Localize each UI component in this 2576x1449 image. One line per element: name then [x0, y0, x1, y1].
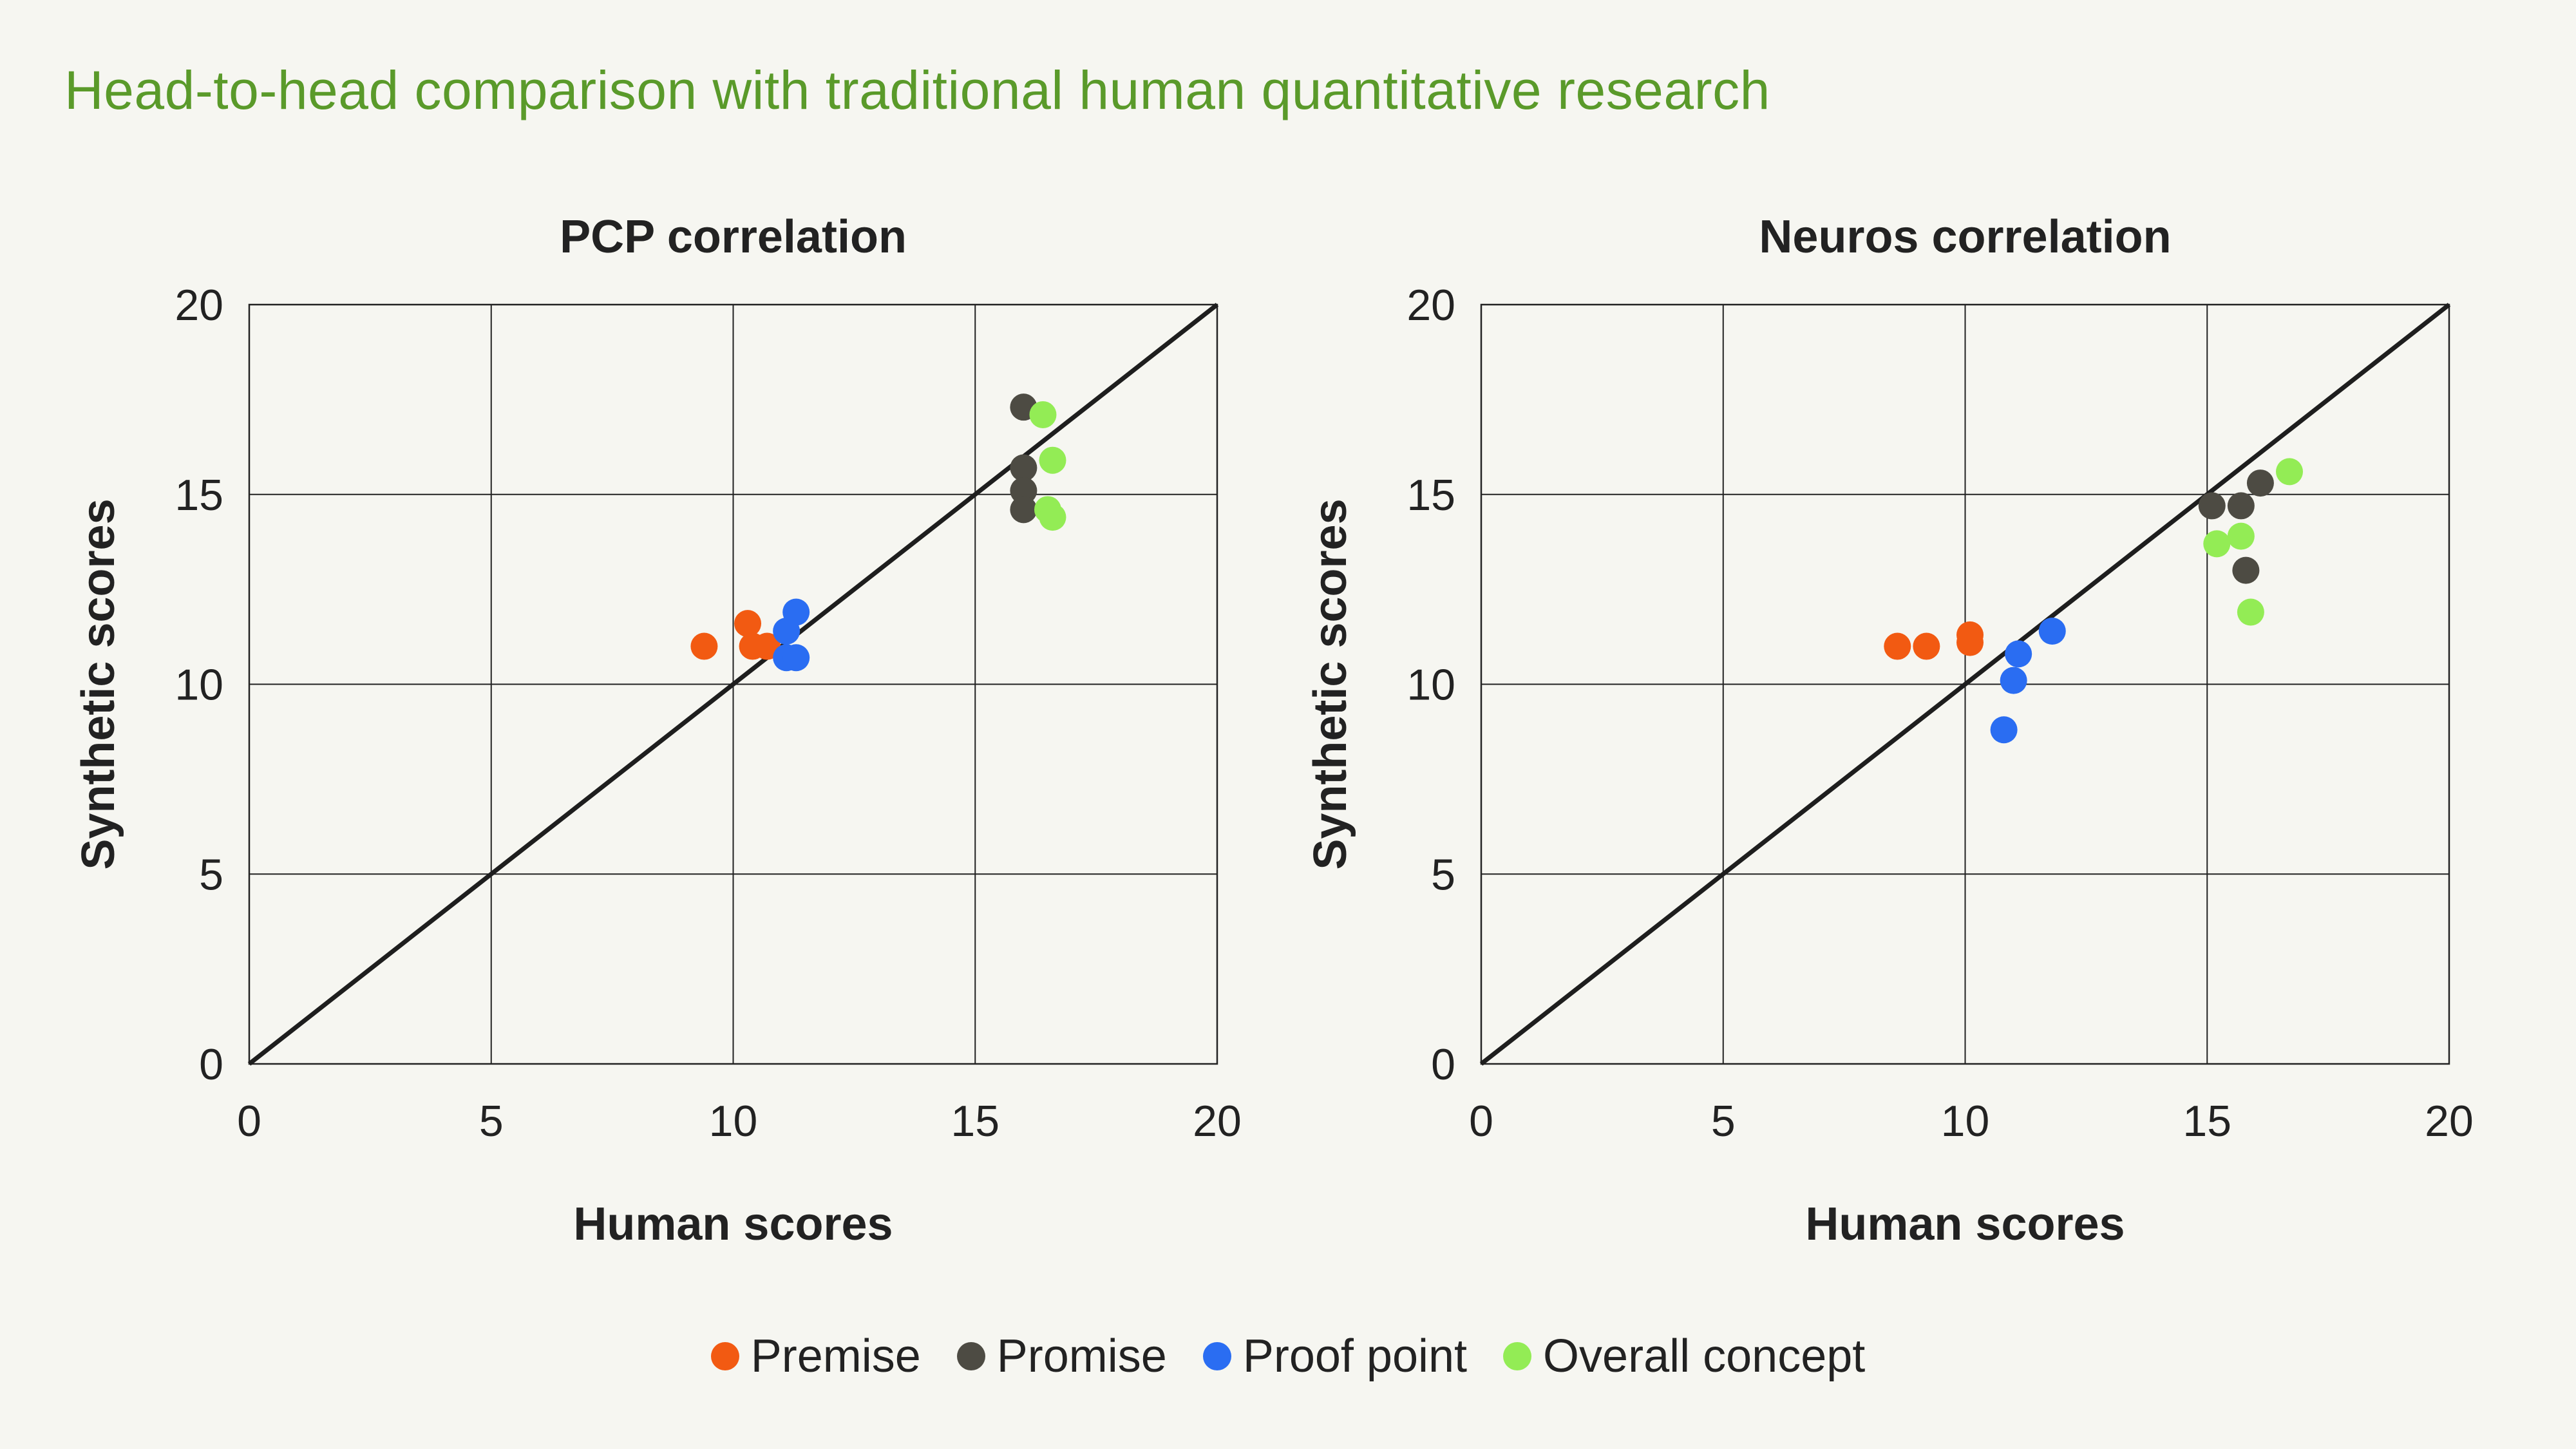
- chart-1-y-tick-label: 0: [199, 1040, 223, 1089]
- chart-1-plot-frame: [248, 303, 1218, 1065]
- chart-2-title: Neuros correlation: [1759, 211, 2171, 263]
- chart-2-point-promise: [2232, 556, 2260, 584]
- legend-item-premise: Premise: [710, 1330, 921, 1383]
- chart-1-point-proof-point: [773, 617, 800, 645]
- chart-1-reference-line: [247, 303, 1219, 1066]
- legend-item-promise: Promise: [956, 1330, 1167, 1383]
- legend-item-proof-point: Proof point: [1202, 1330, 1468, 1383]
- chart-2-point-overall-concept: [2237, 598, 2264, 626]
- chart-1-y-tick-label: 5: [199, 850, 223, 899]
- legend-swatch-proof-point: [1202, 1342, 1231, 1370]
- chart-1-point-promise: [1010, 477, 1037, 504]
- legend-label-promise: Promise: [996, 1331, 1167, 1382]
- legend-label-proof-point: Proof point: [1242, 1331, 1468, 1382]
- chart-1-point-promise: [1010, 496, 1037, 524]
- legend: Premise Promise Proof point Overall conc…: [0, 1330, 2576, 1383]
- chart-2-point-overall-concept: [2203, 530, 2231, 558]
- chart-2-x-tick-label: 20: [2425, 1097, 2474, 1146]
- chart-1-y-tick-label: 10: [175, 661, 223, 710]
- chart-2-point-promise: [2246, 469, 2274, 497]
- chart-2-point-promise: [2198, 492, 2226, 520]
- chart-1-y-tick-label: 20: [175, 281, 223, 330]
- chart-2-y-tick-label: 15: [1406, 471, 1455, 520]
- chart-1-point-premise: [734, 610, 762, 638]
- chart-2-y-tick-label: 20: [1406, 281, 1455, 330]
- chart-1-x-tick-label: 15: [951, 1097, 999, 1146]
- chart-2: 0 5 10 15 20 0 5 10 15 20 Neuros correlation Human …: [1305, 211, 2474, 1250]
- chart-2-x-tick-label: 0: [1469, 1097, 1493, 1146]
- chart-2-y-tick-label: 5: [1431, 850, 1455, 899]
- page-title: Head-to-head comparison with traditional…: [64, 60, 1770, 120]
- legend-label-premise: Premise: [750, 1331, 921, 1382]
- chart-2-y-tick-label: 0: [1431, 1040, 1455, 1089]
- chart-2-point-proof-point: [2000, 667, 2027, 694]
- legend-item-overall-concept: Overall concept: [1503, 1330, 1865, 1383]
- chart-2-reference-line: [1479, 303, 2451, 1066]
- chart-2-y-tick-label: 10: [1406, 661, 1455, 710]
- chart-1-x-tick-label: 0: [237, 1097, 261, 1146]
- chart-1-title: PCP correlation: [560, 211, 907, 263]
- chart-1-x-tick-label: 20: [1193, 1097, 1242, 1146]
- legend-label-overall-concept: Overall concept: [1543, 1331, 1866, 1382]
- chart-1-point-proof-point: [782, 644, 810, 672]
- chart-2-point-premise: [1913, 632, 1940, 660]
- legend-swatch-premise: [710, 1342, 739, 1370]
- chart-1-point-overall-concept: [1039, 446, 1066, 474]
- chart-1-point-overall-concept: [1039, 504, 1066, 531]
- chart-2-point-premise: [1884, 632, 1911, 660]
- chart-1: 0 5 10 15 20 0 5 10 15 20 PCP correlation Human sco…: [73, 211, 1242, 1250]
- chart-1-point-promise: [1010, 454, 1037, 482]
- chart-2-point-premise: [1956, 629, 1984, 656]
- chart-2-point-overall-concept: [2227, 522, 2255, 550]
- chart-1-x-tick-label: 10: [709, 1097, 758, 1146]
- legend-swatch-overall-concept: [1503, 1342, 1532, 1370]
- chart-1-y-axis-label: Synthetic scores: [73, 498, 124, 869]
- chart-2-point-proof-point: [2005, 640, 2032, 668]
- chart-1-point-premise: [690, 632, 718, 660]
- chart-2-point-proof-point: [2038, 617, 2066, 645]
- chart-1-x-tick-label: 5: [479, 1097, 504, 1146]
- chart-2-point-overall-concept: [2276, 458, 2304, 486]
- chart-1-y-tick-label: 15: [175, 471, 223, 520]
- chart-2-plot-frame: [1480, 303, 2450, 1065]
- chart-2-y-axis-label: Synthetic scores: [1305, 498, 1356, 869]
- chart-2-x-tick-label: 10: [1941, 1097, 1990, 1146]
- chart-1-x-axis-label: Human scores: [573, 1198, 893, 1250]
- chart-2-x-axis-label: Human scores: [1805, 1198, 2125, 1250]
- chart-2-x-tick-label: 5: [1711, 1097, 1736, 1146]
- chart-2-point-promise: [2227, 492, 2255, 520]
- legend-swatch-promise: [956, 1342, 985, 1370]
- chart-2-point-proof-point: [1990, 716, 2018, 744]
- chart-2-x-tick-label: 15: [2183, 1097, 2231, 1146]
- chart-1-point-overall-concept: [1029, 401, 1057, 428]
